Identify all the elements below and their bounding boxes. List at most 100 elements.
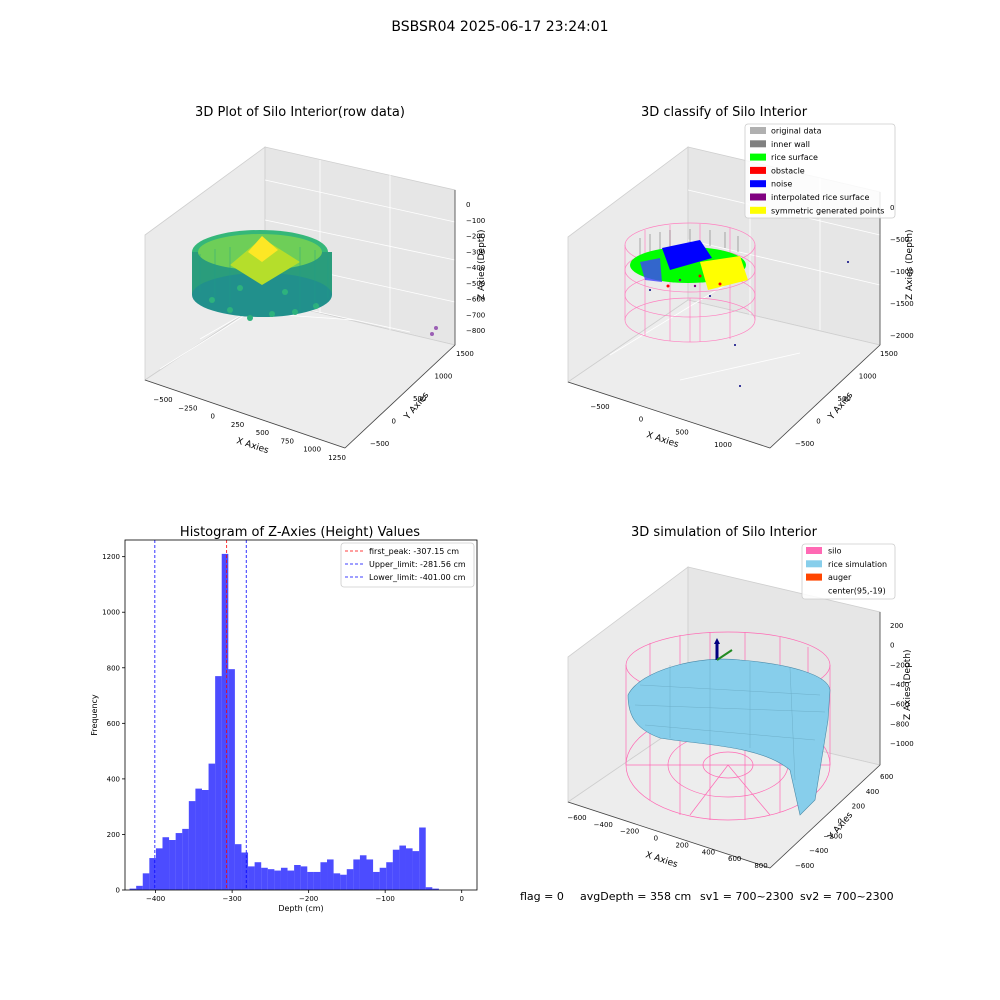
legend-label: original data — [771, 127, 822, 136]
y-tick-label: 0 — [116, 887, 120, 895]
legend-swatch — [750, 127, 766, 134]
legend-swatch — [806, 573, 822, 581]
legend-label: noise — [771, 180, 792, 189]
axis-tick-label: 0 — [816, 418, 820, 426]
histogram-bar — [405, 848, 413, 890]
histogram-bar — [142, 873, 150, 890]
axis-tick-label: 0 — [654, 835, 658, 843]
axis-tick-label: 600 — [880, 773, 893, 781]
panel1-y-ticks: −500 0 500 1000 1500 — [370, 350, 474, 448]
y-tick-label: 400 — [107, 775, 120, 783]
axis-tick-label: −100 — [466, 217, 485, 225]
legend-label: Upper_limit: -281.56 cm — [369, 560, 466, 569]
axis-tick-label: 500 — [675, 428, 688, 436]
axis-tick-label: 0 — [466, 201, 470, 209]
status-avg-depth: avgDepth = 358 cm — [580, 890, 691, 903]
axis-tick-label: −600 — [567, 814, 586, 822]
axis-tick-label: 1500 — [456, 350, 474, 358]
axis-tick-label: −800 — [466, 327, 485, 335]
histogram-bar — [129, 888, 137, 890]
legend-label: inner wall — [771, 140, 810, 149]
legend-label: rice simulation — [828, 560, 887, 569]
panel1-zlabel: Z Axies (Depth) — [477, 229, 487, 300]
y-tick-label: 1200 — [102, 553, 120, 561]
x-tick-label: −300 — [223, 895, 242, 903]
chart-ylabel: Frequency — [90, 694, 99, 736]
legend-label: obstacle — [771, 166, 805, 175]
legend-swatch — [750, 166, 766, 174]
axis-tick-label: 1000 — [859, 373, 877, 381]
legend-swatch — [750, 206, 766, 214]
axis-tick-label: −500 — [890, 236, 909, 244]
panel4-zlabel: Z Axies (Depth) — [903, 649, 913, 720]
axis-tick-label: −300 — [466, 248, 485, 256]
histogram-bar — [280, 867, 288, 890]
panel2-z-ticks: 0 −500 −1000 −1500 −2000 — [890, 204, 914, 340]
status-sv1: sv1 = 700~2300 — [700, 890, 794, 903]
histogram-bar — [294, 865, 301, 890]
histogram-bar — [432, 888, 439, 890]
panel4-rice-surface — [627, 658, 831, 816]
legend-label: auger — [828, 573, 852, 582]
histogram-bars — [129, 553, 439, 890]
histogram-bar — [261, 867, 268, 890]
axis-tick-label: −200 — [620, 828, 639, 836]
legend-swatch — [806, 560, 822, 568]
histogram-bar — [392, 849, 400, 890]
y-tick-label: 600 — [107, 720, 120, 728]
axis-tick-label: 500 — [838, 395, 851, 403]
axis-tick-label: 0 — [210, 413, 214, 421]
panel4-z-ticks: 200 0 −200 −400 −600 −800 −1000 — [890, 622, 914, 748]
axis-tick-label: 0 — [392, 418, 396, 426]
histogram-bar — [419, 827, 426, 890]
x-tick-label: −400 — [146, 895, 165, 903]
axis-tick-label: 0 — [890, 204, 894, 212]
panel-simulation-3d: 3D simulation of Silo Interior — [567, 525, 914, 870]
panel4-auger — [714, 638, 733, 661]
histogram-bar — [333, 873, 341, 890]
axis-tick-label: 0 — [890, 642, 894, 650]
y-tick-label: 200 — [107, 831, 120, 839]
panel1-xlabel: X Axies — [235, 436, 270, 456]
axis-tick-label: −500 — [153, 396, 172, 404]
histogram-bar — [136, 885, 143, 890]
legend-label: rice surface — [771, 153, 818, 162]
axis-tick-label: 1250 — [328, 454, 346, 462]
y-tick-label: 800 — [107, 664, 120, 672]
axis-tick-label: −1000 — [890, 268, 914, 276]
panel1-x-ticks: −500 −250 0 250 500 750 1000 1250 — [153, 396, 346, 462]
axis-tick-label: −600 — [466, 296, 485, 304]
histogram-bar — [320, 862, 328, 890]
axis-tick-label: 250 — [231, 421, 244, 429]
histogram-bar — [221, 553, 229, 890]
legend-label: silo — [828, 547, 842, 556]
axis-tick-label: −600 — [795, 862, 814, 870]
axis-tick-label: −400 — [466, 264, 485, 272]
histogram-bar — [215, 676, 222, 890]
histogram-bar — [307, 871, 314, 890]
x-tick-label: −200 — [299, 895, 318, 903]
histogram-bar — [175, 833, 183, 890]
axis-tick-label: 750 — [281, 437, 294, 445]
histogram-bar — [386, 862, 393, 890]
panel-raw-3d: 3D Plot of Silo Interior(row data) — [144, 105, 487, 462]
panel2-title: 3D classify of Silo Interior — [641, 105, 808, 120]
histogram-bar — [201, 790, 209, 890]
panel1-z-ticks: 0 −100 −200 −300 −400 −500 −600 −700 −800 — [466, 201, 485, 335]
panel4-title: 3D simulation of Silo Interior — [631, 525, 818, 540]
axis-tick-label: 0 — [838, 818, 842, 826]
axis-tick-label: −500 — [466, 280, 485, 288]
histogram-bar — [359, 855, 367, 890]
axis-tick-label: 400 — [866, 788, 879, 796]
histogram-bar — [195, 788, 202, 890]
axis-tick-label: −500 — [590, 403, 609, 411]
panel4-legend: silo rice simulation auger center(95,-19) — [801, 543, 896, 600]
histogram-bar — [399, 845, 406, 890]
axis-tick-label: −500 — [795, 440, 814, 448]
histogram-bar — [412, 851, 420, 890]
panel2-y-ticks: −500 0 500 1000 1500 — [795, 350, 898, 448]
legend-label: symmetric generated points — [771, 206, 884, 215]
legend-label: Lower_limit: -401.00 cm — [369, 573, 466, 582]
